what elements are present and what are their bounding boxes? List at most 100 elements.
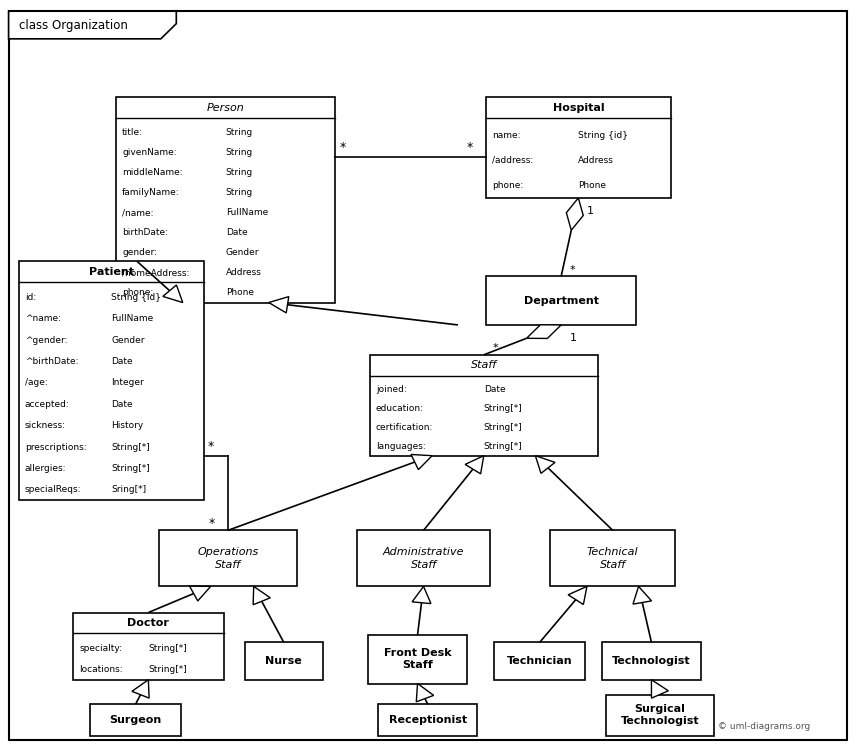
Text: FullName: FullName [112,314,154,323]
Text: phone:: phone: [492,181,523,190]
Polygon shape [189,586,211,601]
Polygon shape [535,456,555,474]
Text: locations:: locations: [79,665,123,674]
Text: Department: Department [524,296,599,306]
Polygon shape [526,325,561,338]
Text: Staff: Staff [470,360,497,371]
FancyBboxPatch shape [357,530,490,586]
Text: © uml-diagrams.org: © uml-diagrams.org [718,722,810,731]
Text: ^name:: ^name: [25,314,61,323]
Text: String: String [225,148,253,157]
Text: Technical
Staff: Technical Staff [587,548,639,569]
Text: *: * [569,264,575,275]
Text: ^gender:: ^gender: [25,335,67,345]
Polygon shape [163,285,183,303]
Text: allergies:: allergies: [25,464,66,473]
Text: String[*]: String[*] [148,665,187,674]
Text: /homeAddress:: /homeAddress: [122,268,189,277]
Polygon shape [652,680,668,698]
Text: name:: name: [492,131,520,140]
Text: Address: Address [578,155,614,165]
Text: ^birthDate:: ^birthDate: [25,357,78,366]
Text: String {id}: String {id} [578,131,629,140]
Text: 1: 1 [587,206,594,217]
Polygon shape [465,456,483,474]
Text: Gender: Gender [112,335,144,345]
Text: *: * [208,440,214,453]
Text: education:: education: [376,404,424,413]
Text: Address: Address [225,268,261,277]
FancyBboxPatch shape [368,635,467,684]
FancyBboxPatch shape [9,11,847,740]
Polygon shape [9,11,176,39]
FancyBboxPatch shape [486,97,671,198]
Text: Surgical
Technologist: Surgical Technologist [621,704,699,726]
Text: Surgeon: Surgeon [109,715,162,725]
Polygon shape [411,454,432,470]
Text: Administrative
Staff: Administrative Staff [383,548,464,569]
Text: /address:: /address: [492,155,533,165]
Text: Technician: Technician [507,656,573,666]
Polygon shape [253,586,270,605]
Text: Date: Date [483,385,506,394]
Text: Date: Date [112,400,133,409]
Text: String: String [225,188,253,197]
FancyBboxPatch shape [378,704,477,736]
Text: Doctor: Doctor [127,618,169,628]
Text: class Organization: class Organization [19,19,128,31]
Text: String[*]: String[*] [483,404,523,413]
Text: languages:: languages: [376,441,426,450]
Text: Phone: Phone [225,288,254,297]
Text: certification:: certification: [376,423,433,432]
Text: Technologist: Technologist [612,656,691,666]
Text: *: * [467,141,473,154]
Text: /age:: /age: [25,379,47,388]
Text: Receptionist: Receptionist [389,715,467,725]
Text: sickness:: sickness: [25,421,66,430]
Text: FullName: FullName [225,208,268,217]
Text: Integer: Integer [112,379,144,388]
Text: givenName:: givenName: [122,148,177,157]
FancyBboxPatch shape [550,530,675,586]
Text: String[*]: String[*] [112,442,150,452]
Polygon shape [412,586,431,604]
Text: specialReqs:: specialReqs: [25,486,82,495]
FancyBboxPatch shape [606,695,714,736]
Polygon shape [567,198,583,230]
FancyBboxPatch shape [602,642,701,680]
Text: *: * [340,141,346,154]
FancyBboxPatch shape [90,704,181,736]
Text: String[*]: String[*] [148,644,187,653]
Text: Date: Date [225,228,248,237]
Text: Hospital: Hospital [552,102,605,113]
Text: History: History [112,421,144,430]
Text: Gender: Gender [225,248,259,257]
Text: String[*]: String[*] [483,441,523,450]
Text: String[*]: String[*] [112,464,150,473]
Text: Phone: Phone [578,181,606,190]
FancyBboxPatch shape [73,613,224,680]
FancyBboxPatch shape [19,261,204,500]
Text: id:: id: [25,293,36,302]
Text: prescriptions:: prescriptions: [25,442,87,452]
Text: Front Desk
Staff: Front Desk Staff [384,648,452,670]
Text: 1: 1 [569,333,577,344]
Text: gender:: gender: [122,248,157,257]
FancyBboxPatch shape [159,530,297,586]
Text: phone:: phone: [122,288,153,297]
FancyBboxPatch shape [245,642,322,680]
Text: middleName:: middleName: [122,168,182,177]
Text: /name:: /name: [122,208,154,217]
Text: specialty:: specialty: [79,644,122,653]
Polygon shape [268,297,289,313]
Text: Person: Person [207,102,244,113]
Text: Patient: Patient [89,267,134,277]
Text: familyName:: familyName: [122,188,180,197]
Polygon shape [568,586,587,604]
Polygon shape [416,684,433,702]
Text: *: * [492,343,498,353]
Text: Nurse: Nurse [266,656,302,666]
Text: *: * [209,517,215,530]
Polygon shape [633,586,652,604]
FancyBboxPatch shape [494,642,585,680]
